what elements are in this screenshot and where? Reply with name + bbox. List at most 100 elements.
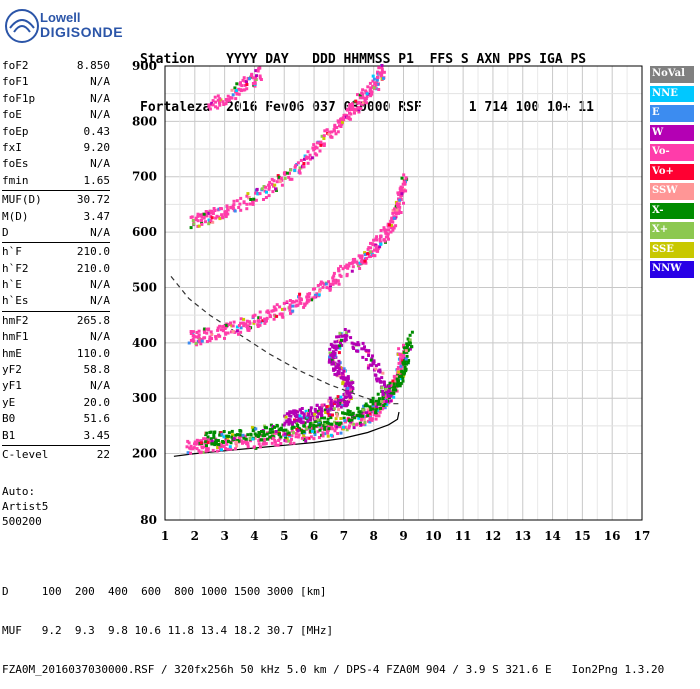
echo-point [403,360,407,364]
echo-point [245,207,249,211]
echo-point [387,389,391,393]
echo-point [215,449,219,453]
echo-point [300,407,304,410]
echo-point [356,106,360,110]
y-tick-label: 800 [132,114,157,128]
echo-point [323,420,327,424]
echo-point [303,157,306,161]
echo-point [353,111,356,115]
echo-point [214,105,218,109]
echo-point [406,337,410,341]
echo-point [335,126,339,129]
echo-point [302,416,306,420]
echo-point [290,434,294,438]
echo-point [351,265,355,269]
echo-point [402,343,405,347]
echo-point [341,401,345,405]
echo-point [364,89,368,93]
param-row: h`F2 210.0 [2,261,110,277]
echo-point [371,79,375,83]
echo-point [357,108,361,112]
echo-point [330,362,334,366]
legend-item: Vo- [650,144,694,161]
echo-point [391,211,395,215]
echo-point [364,261,368,265]
echo-point [360,423,363,427]
echo-point [302,162,306,165]
echo-point [287,412,291,416]
echo-point [388,223,391,227]
param-value: N/A [90,75,110,89]
param-value: 22 [96,447,110,461]
echo-point [233,330,237,334]
echo-point [267,194,271,198]
echo-point [335,425,339,429]
echo-point [237,436,241,440]
echo-point [230,88,234,92]
param-value: 9.20 [83,140,111,154]
echo-point [342,398,346,402]
echo-point [287,431,291,435]
plot-frame [164,65,643,521]
echo-point [270,441,274,445]
echo-point [296,435,300,439]
echo-point [271,436,275,440]
echo-point [273,438,277,442]
echo-point [273,183,277,187]
echo-point [404,176,408,180]
echo-point [403,370,406,374]
echo-point [345,331,349,335]
echo-point [249,198,253,201]
echo-point [302,413,306,417]
echo-point [267,183,271,187]
echo-point [259,316,263,320]
echo-point [289,410,293,414]
echo-point [350,418,354,422]
echo-point [295,418,299,422]
echo-point [338,401,342,405]
echo-point [399,364,403,368]
echo-point [392,216,396,220]
echo-point [336,370,340,373]
param-row: h`E N/A [2,277,110,293]
echo-point [368,250,372,254]
echo-point [189,339,193,342]
x-tick-label: 5 [280,529,288,543]
echo-point [385,400,388,403]
echo-point [288,441,292,445]
echo-point [367,349,371,353]
echo-point [302,434,306,438]
echo-point [252,321,256,325]
echo-point [303,421,307,425]
echo-point [368,417,372,421]
echo-point [290,429,294,433]
echo-point [234,89,238,92]
echo-point [218,103,222,107]
echo-point [300,436,304,440]
echo-point [330,354,334,358]
echo-point [350,416,354,420]
echo-point [323,425,327,429]
echo-point [380,67,384,71]
param-key: foF1p [2,91,36,105]
echo-point [343,412,347,416]
echo-point [197,329,201,333]
echo-point [219,328,223,332]
echo-point [369,414,373,418]
echo-point [290,437,293,441]
echo-point [293,168,297,172]
echo-point [366,414,370,418]
echo-point [242,317,246,321]
echo-point [196,214,200,218]
echo-point [204,220,207,224]
echo-point [309,409,312,413]
echo-point [207,211,211,215]
echo-point [378,370,382,374]
echo-point [326,410,330,413]
echo-point [337,363,341,367]
echo-point [261,442,265,446]
echo-point [296,303,300,307]
echo-point [322,137,326,140]
echo-point [375,406,379,410]
echo-point [291,304,295,308]
